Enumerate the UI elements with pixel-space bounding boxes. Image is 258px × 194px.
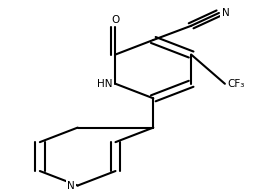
Text: N: N (67, 181, 75, 191)
Text: O: O (111, 15, 120, 25)
Text: CF₃: CF₃ (228, 79, 245, 89)
Text: HN: HN (97, 79, 113, 89)
Text: N: N (222, 8, 229, 18)
